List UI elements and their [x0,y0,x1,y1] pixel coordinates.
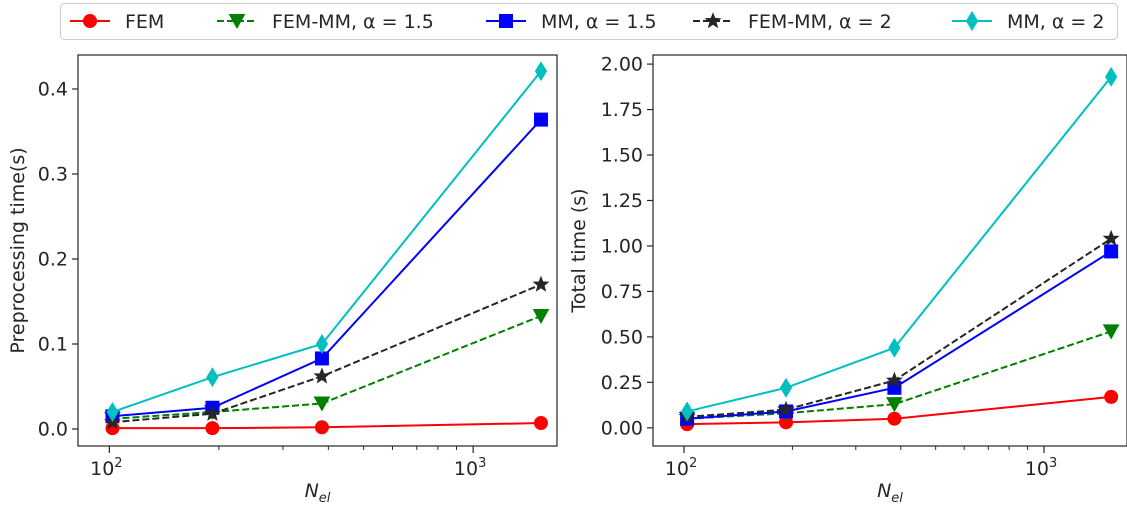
data-point [205,421,220,436]
data-point [887,411,902,426]
y-tick-label: 0.0 [38,419,68,441]
data-point [534,61,548,82]
y-tick-label: 0.75 [601,281,643,303]
data-point [203,404,221,421]
data-point [1105,66,1118,87]
legend-entry-mm-alpha-1-5: MM, α = 1.5 [486,11,657,33]
y-tick-label: 0.00 [601,417,643,439]
x-axis-label: Nel [877,480,903,506]
legend-entry-fem-mm-alpha-2: FEM-MM, α = 2 [693,11,892,33]
legend-frame [60,3,1118,40]
data-point [533,416,548,431]
legend-entry-fem: FEM [70,11,164,33]
y-axis-label: Preprocessing time(s) [7,147,29,353]
series-line [112,70,542,413]
series-mm-alpha-2 [106,61,548,422]
series-line [687,237,1112,418]
data-point [1102,229,1120,246]
y-tick-label: 0.4 [38,79,68,101]
legend-label: MM, α = 2 [1007,11,1104,33]
data-point [681,401,694,422]
plot-frame [652,54,1127,447]
data-point [314,420,329,435]
y-tick-label: 0.2 [38,249,68,271]
x-tick-label: 103 [1025,456,1057,480]
chart-total-time: 0.00 0.25 0.50 0.75 1.00 1.25 1.50 1.75 2.00 102 1… [568,54,1127,506]
legend-label: FEM-MM, α = 2 [748,11,892,33]
data-point [1102,324,1120,340]
series-line [112,283,542,424]
data-point [779,377,793,398]
legend-marker [499,14,513,28]
data-point [313,367,331,384]
x-tick-label: 102 [90,456,122,480]
series-fem [105,416,548,436]
plot-frame [77,54,558,447]
data-point [886,397,903,413]
data-point [1104,389,1119,404]
legend: FEM FEM-MM, α = 1.5 MM, α = 1.5 FEM-MM, α =… [60,3,1118,40]
legend-marker [965,11,979,31]
series-line [687,330,1112,420]
x-tick-label: 103 [454,456,486,480]
chart-preprocessing-time: 0.0 0.1 0.2 0.3 0.4 102 103 Nel Preprocessing ti… [7,54,558,506]
x-axis-label: Nel [305,480,331,506]
data-point [532,275,550,292]
series-fem-mm-alpha-2 [104,275,550,430]
series-fem-mm-alpha-1-5 [104,308,550,427]
legend-marker [704,12,722,29]
y-tick-label: 1.50 [601,145,643,167]
y-tick-label: 1.00 [601,235,643,257]
data-point [777,400,795,417]
legend-label: FEM [125,11,164,33]
series-line [687,250,1112,420]
legend-marker [228,14,246,30]
legend-label: MM, α = 1.5 [541,11,657,33]
data-point [888,337,901,358]
series-line [112,422,541,430]
y-tick-label: 0.50 [601,326,643,348]
series-line [687,395,1112,426]
y-tick-label: 2.00 [601,54,643,76]
legend-entry-mm-alpha-2: MM, α = 2 [952,11,1104,33]
series-line [112,118,542,418]
x-tick-label: 102 [665,456,697,480]
series-mm-alpha-2 [681,66,1118,422]
data-point [885,371,903,388]
y-tick-label: 0.1 [38,334,68,356]
y-axis-label: Total time (s) [568,188,590,313]
legend-label: FEM-MM, α = 1.5 [272,11,434,33]
legend-entry-fem-mm-alpha-1-5: FEM-MM, α = 1.5 [217,11,434,33]
y-tick-label: 1.25 [601,190,643,212]
data-point [206,367,219,388]
data-point [533,112,548,127]
data-point [532,308,550,324]
data-point [106,402,119,422]
y-tick-label: 0.25 [601,372,643,394]
data-point [315,334,329,354]
series-fem-mm-alpha-1-5 [678,324,1120,427]
series-line [112,315,542,420]
series-line [686,76,1112,413]
y-tick-label: 1.75 [601,99,643,121]
data-point [313,396,331,412]
legend-marker [83,14,97,28]
data-point [1104,244,1119,259]
y-tick-label: 0.3 [38,164,68,186]
